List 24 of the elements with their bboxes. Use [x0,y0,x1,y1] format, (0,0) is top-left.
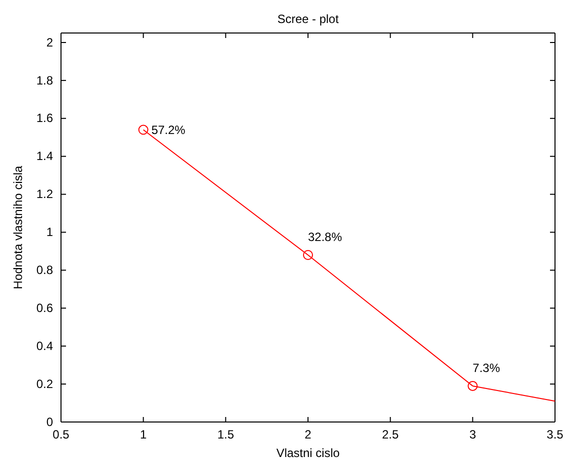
x-tick-label: 3 [469,428,476,442]
x-axis-title: Vlastni cislo [276,446,340,460]
annotation: 57.2% [151,122,186,137]
y-tick-label: 2 [46,35,54,50]
y-tick-label: 0.4 [36,338,54,353]
x-tick-label: 2 [304,428,312,442]
y-tick-label: 0.2 [36,376,54,391]
y-axis-title: Hodnota vlastniho cisla [11,165,25,290]
y-tick-label: 0.8 [36,263,54,278]
y-tick-label: 0.6 [36,300,54,315]
y-tick-label: 1 [46,225,54,240]
y-tick-label: 1.6 [36,111,54,126]
annotation: 32.8% [308,230,342,244]
y-tick-label: 1.4 [36,149,54,164]
y-tick-label: 1.2 [36,187,54,202]
x-tick-label: 0.5 [52,428,70,442]
annotation: 7.3% [472,360,500,375]
chart-title: Scree - plot [277,12,340,26]
y-tick-label: 0 [46,414,54,429]
y-tick-label: 1.8 [36,73,54,88]
x-tick-label: 1 [140,428,147,442]
x-tick-label: 3.5 [546,428,564,442]
x-tick-label: 2.5 [382,428,399,442]
x-tick-label: 1.5 [217,428,234,442]
